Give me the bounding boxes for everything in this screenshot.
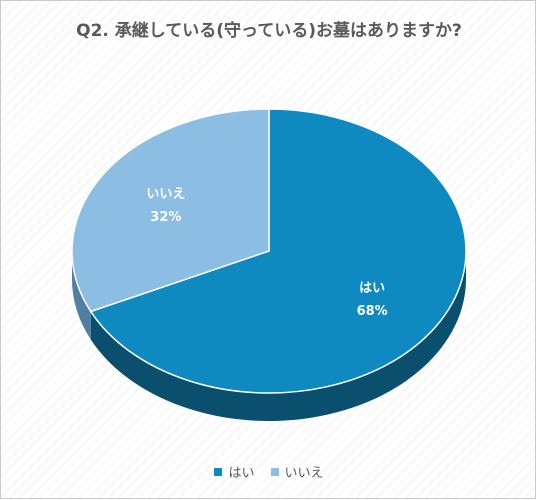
slice-label-1: いいえ <box>146 187 185 202</box>
slice-value-1: 32% <box>150 210 181 225</box>
pie-slice-1 <box>71 108 270 313</box>
legend: はい いいえ <box>1 462 536 481</box>
pie-slice-0 <box>89 108 467 394</box>
legend-label-no: いいえ <box>284 466 324 481</box>
legend-label-yes: はい <box>228 466 255 481</box>
legend-swatch-no <box>270 467 279 476</box>
legend-item-no: いいえ <box>270 462 324 481</box>
slice-label-0: はい <box>359 281 385 296</box>
slice-value-0: 68% <box>357 304 388 319</box>
legend-item-yes: はい <box>214 462 255 481</box>
legend-swatch-yes <box>214 467 223 476</box>
pie-side-0 <box>90 251 466 422</box>
chart-title: Q2. 承継している(守っている)お墓はありますか? <box>76 21 462 41</box>
